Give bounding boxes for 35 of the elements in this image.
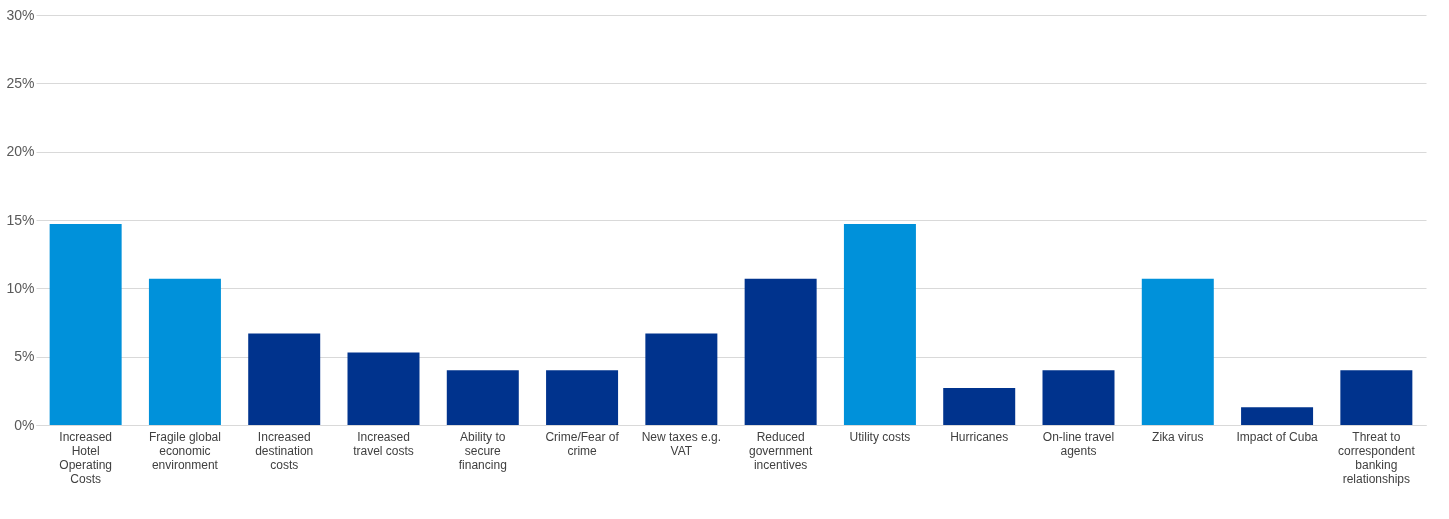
x-tick-label: Zika virus [1152, 429, 1204, 444]
bar [645, 333, 718, 425]
bar [1141, 278, 1214, 425]
x-tick-label: Hurricanes [950, 429, 1009, 444]
y-tick-label: 20% [6, 143, 35, 160]
x-tick-label: Threat to correspondent banking relationships [1338, 429, 1416, 486]
bar [347, 352, 420, 425]
x-tick-label: Increased destination costs [255, 429, 314, 472]
bar [49, 224, 122, 425]
bar [546, 370, 619, 425]
y-tick-label: 10% [6, 279, 35, 296]
y-tick-label: 5% [14, 348, 35, 365]
x-tick-label: On-line travel agents [1042, 429, 1115, 458]
bar [943, 388, 1016, 425]
x-tick-label: New taxes e.g. VAT [641, 429, 722, 458]
x-tick-label: Crime/Fear of crime [545, 429, 620, 458]
bar [1340, 370, 1413, 425]
x-tick-label: Fragile global economic environment [148, 429, 221, 472]
y-tick-label: 15% [6, 211, 35, 228]
x-tick-label: Impact of Cuba [1236, 429, 1319, 444]
bar [1042, 370, 1115, 425]
x-tick-label: Increased travel costs [353, 429, 414, 458]
bar [1241, 407, 1314, 425]
bar [744, 278, 817, 425]
bar [248, 333, 321, 425]
x-tick-label: Ability to secure financing [458, 429, 507, 472]
bar [148, 278, 221, 425]
y-tick-label: 0% [14, 416, 35, 433]
bar [446, 370, 519, 425]
bar [843, 224, 916, 425]
y-tick-label: 30% [6, 6, 35, 23]
x-tick-label: Increased Hotel Operating Costs [59, 429, 112, 486]
x-tick-label: Utility costs [849, 429, 911, 444]
y-tick-label: 25% [6, 74, 35, 91]
x-tick-label: Reduced government incentives [748, 429, 813, 472]
